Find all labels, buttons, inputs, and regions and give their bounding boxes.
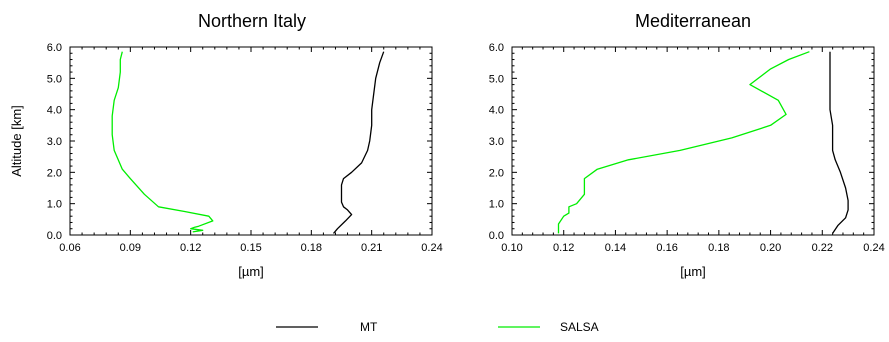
panel-mediterranean: Mediterranean 0.0 1.0 2.0 3.0 4.0 5.0 6.0 0.10… <box>489 11 885 279</box>
y-tick-label: 0.0 <box>489 230 504 242</box>
x-axis-label-northern-italy: [µm] <box>238 264 264 279</box>
panel-northern-italy: Northern Italy 0.0 1.0 2.0 3.0 4.0 5.0 6.0 0.0… <box>9 11 443 279</box>
x-tick-label: 0.16 <box>656 242 677 254</box>
series-line-mt-mediterranean <box>829 51 849 234</box>
y-tick-label: 5.0 <box>489 73 504 85</box>
series-lines-mediterranean <box>557 51 849 234</box>
x-tick-label: 0.18 <box>708 242 729 254</box>
y-axis-label-northern-italy: Altitude [km] <box>9 105 24 177</box>
ticks-mediterranean <box>511 46 875 236</box>
y-tick-label: 0.0 <box>47 230 62 242</box>
y-tick-label: 5.0 <box>47 73 62 85</box>
panel-title-mediterranean: Mediterranean <box>635 11 751 31</box>
y-tick-label: 6.0 <box>489 42 504 54</box>
legend-label-salsa: SALSA <box>560 320 599 334</box>
legend-label-mt: MT <box>360 320 378 334</box>
x-tick-label: 0.18 <box>301 242 322 254</box>
series-line-mt-northern-italy <box>333 51 385 234</box>
series-line-salsa-mediterranean <box>557 51 810 234</box>
y-tick-label: 1.0 <box>47 199 62 211</box>
y-tick-label: 1.0 <box>489 199 504 211</box>
plot-area-northern-italy <box>69 46 433 236</box>
series-lines-northern-italy <box>111 51 385 234</box>
y-tick-label: 4.0 <box>489 105 504 117</box>
x-tick-label: 0.24 <box>421 242 442 254</box>
legend: MT SALSA <box>276 320 599 334</box>
x-tick-label: 0.14 <box>605 242 626 254</box>
x-tick-label: 0.06 <box>59 242 80 254</box>
y-tick-labels-mediterranean: 0.0 1.0 2.0 3.0 4.0 5.0 6.0 <box>489 42 504 242</box>
x-tick-label: 0.21 <box>361 242 382 254</box>
x-tick-label: 0.20 <box>760 242 781 254</box>
x-tick-labels-northern-italy: 0.06 0.09 0.12 0.15 0.18 0.21 0.24 <box>59 242 442 254</box>
x-tick-label: 0.12 <box>180 242 201 254</box>
x-tick-label: 0.22 <box>812 242 833 254</box>
panel-title-northern-italy: Northern Italy <box>198 11 306 31</box>
y-tick-label: 4.0 <box>47 105 62 117</box>
x-tick-labels-mediterranean: 0.10 0.12 0.14 0.16 0.18 0.20 0.22 0.24 <box>501 242 884 254</box>
ticks-northern-italy <box>69 46 433 236</box>
x-tick-label: 0.09 <box>120 242 141 254</box>
y-tick-labels-northern-italy: 0.0 1.0 2.0 3.0 4.0 5.0 6.0 <box>47 42 62 242</box>
y-tick-label: 2.0 <box>489 167 504 179</box>
plot-area-mediterranean <box>511 46 875 236</box>
x-tick-label: 0.24 <box>863 242 884 254</box>
x-tick-label: 0.15 <box>240 242 261 254</box>
y-tick-label: 2.0 <box>47 167 62 179</box>
x-tick-label: 0.12 <box>553 242 574 254</box>
y-tick-label: 6.0 <box>47 42 62 54</box>
y-tick-label: 3.0 <box>47 136 62 148</box>
series-line-salsa-northern-italy <box>111 51 214 233</box>
x-axis-label-mediterranean: [µm] <box>680 264 706 279</box>
x-tick-label: 0.10 <box>501 242 522 254</box>
y-tick-label: 3.0 <box>489 136 504 148</box>
